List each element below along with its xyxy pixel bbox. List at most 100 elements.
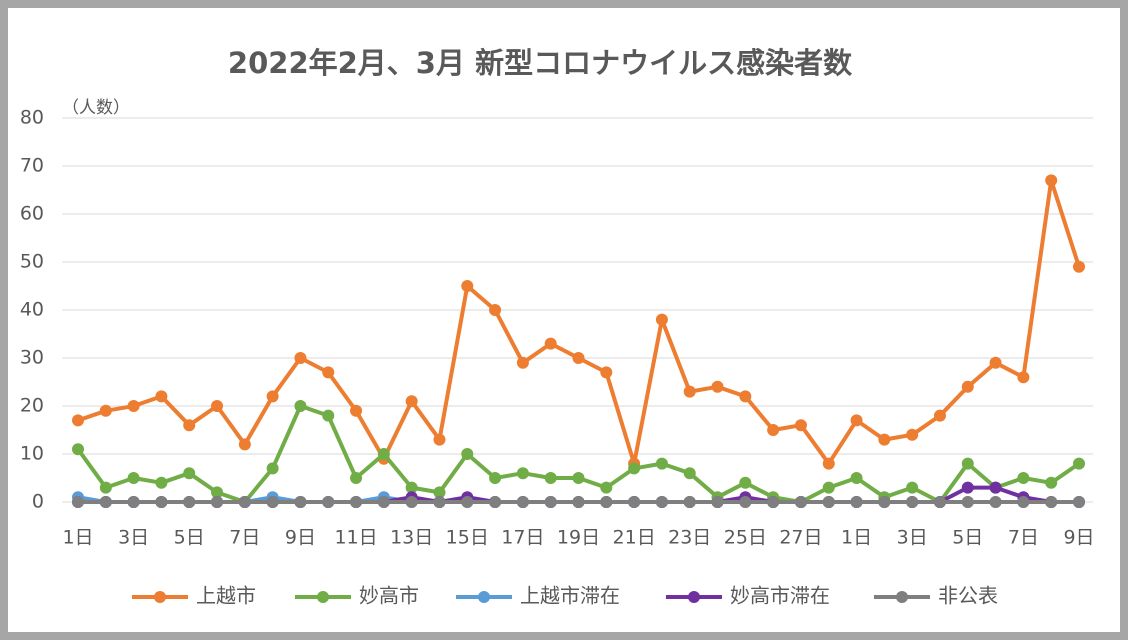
y-tick-label: 20	[20, 395, 44, 417]
data-point	[906, 481, 919, 494]
data-point	[961, 457, 974, 470]
data-point	[544, 472, 557, 484]
x-tick-label: 17日	[501, 527, 544, 549]
data-point	[155, 476, 168, 489]
data-point	[822, 457, 835, 470]
y-tick-label: 10	[20, 443, 44, 465]
data-point	[183, 496, 196, 508]
chart-title: 2022年2月、3月 新型コロナウイルス感染者数	[228, 46, 853, 80]
data-point	[155, 496, 168, 508]
x-tick-label: 7日	[1008, 527, 1039, 549]
data-point	[183, 467, 196, 480]
data-point	[822, 481, 835, 494]
data-point	[822, 496, 835, 508]
x-tick-label: 5日	[952, 527, 983, 549]
legend-marker	[896, 591, 908, 603]
data-point	[322, 409, 335, 422]
legend-label: 上越市	[196, 584, 256, 608]
data-point	[794, 419, 807, 432]
data-point	[961, 496, 974, 508]
data-point	[655, 457, 668, 470]
data-point	[600, 481, 613, 494]
legend-label: 妙高市滞在	[730, 584, 830, 608]
data-point	[655, 313, 668, 326]
x-tick-label: 27日	[779, 527, 822, 549]
data-point	[155, 390, 168, 403]
data-point	[628, 462, 641, 475]
data-point	[489, 304, 502, 316]
data-point	[1017, 496, 1030, 508]
data-point	[1045, 174, 1058, 187]
data-point	[961, 481, 974, 494]
data-point	[516, 467, 529, 480]
data-point	[127, 400, 140, 412]
data-point	[1017, 472, 1030, 484]
legend-marker	[478, 591, 490, 603]
x-tick-label: 23日	[668, 527, 711, 549]
data-point	[99, 404, 112, 417]
data-point	[1017, 371, 1030, 384]
x-tick-label: 19日	[557, 527, 600, 549]
data-point	[878, 496, 891, 508]
x-tick-label: 9日	[1063, 527, 1094, 549]
x-tick-label: 13日	[390, 527, 433, 549]
data-point	[350, 496, 363, 508]
x-tick-label: 25日	[724, 527, 767, 549]
legend-label: 上越市滞在	[520, 584, 620, 608]
data-point	[294, 496, 307, 508]
data-point	[711, 380, 724, 393]
data-point	[183, 419, 196, 432]
data-point	[850, 472, 863, 484]
data-point	[516, 356, 529, 369]
data-point	[572, 472, 585, 484]
data-point	[1045, 496, 1058, 508]
data-point	[767, 424, 780, 436]
data-point	[489, 472, 502, 484]
data-point	[878, 433, 891, 446]
legend-label: 妙高市	[359, 584, 419, 608]
legend-marker	[154, 591, 166, 603]
data-point	[266, 496, 279, 508]
data-point	[1045, 476, 1058, 489]
x-tick-label: 3日	[897, 527, 928, 549]
data-point	[211, 496, 224, 508]
data-point	[989, 356, 1002, 369]
data-point	[906, 428, 919, 441]
data-point	[433, 433, 446, 446]
data-point	[350, 472, 363, 484]
data-point	[377, 496, 390, 508]
data-point	[238, 438, 251, 451]
data-point	[405, 481, 418, 494]
data-point	[461, 496, 474, 508]
data-point	[266, 390, 279, 403]
data-point	[238, 496, 251, 508]
x-tick-label: 1日	[841, 527, 872, 549]
data-point	[933, 409, 946, 422]
data-point	[683, 467, 696, 480]
data-point	[294, 352, 307, 364]
data-point	[1073, 457, 1085, 470]
data-point	[72, 496, 84, 508]
data-point	[516, 496, 529, 508]
data-point	[850, 414, 863, 427]
data-point	[600, 366, 613, 379]
data-point	[711, 496, 724, 508]
legend-marker	[688, 591, 700, 603]
x-tick-label: 5日	[174, 527, 205, 549]
data-point	[405, 395, 418, 408]
data-point	[461, 448, 474, 460]
data-point	[544, 337, 557, 350]
data-point	[433, 496, 446, 508]
data-point	[266, 462, 279, 475]
data-point	[600, 496, 613, 508]
data-point	[99, 496, 112, 508]
data-point	[322, 366, 335, 379]
data-point	[99, 481, 112, 494]
y-tick-label: 60	[20, 203, 44, 225]
y-tick-label: 80	[20, 107, 44, 129]
data-point	[433, 486, 446, 499]
y-tick-label: 70	[20, 155, 44, 177]
data-point	[127, 496, 140, 508]
data-point	[211, 486, 224, 499]
